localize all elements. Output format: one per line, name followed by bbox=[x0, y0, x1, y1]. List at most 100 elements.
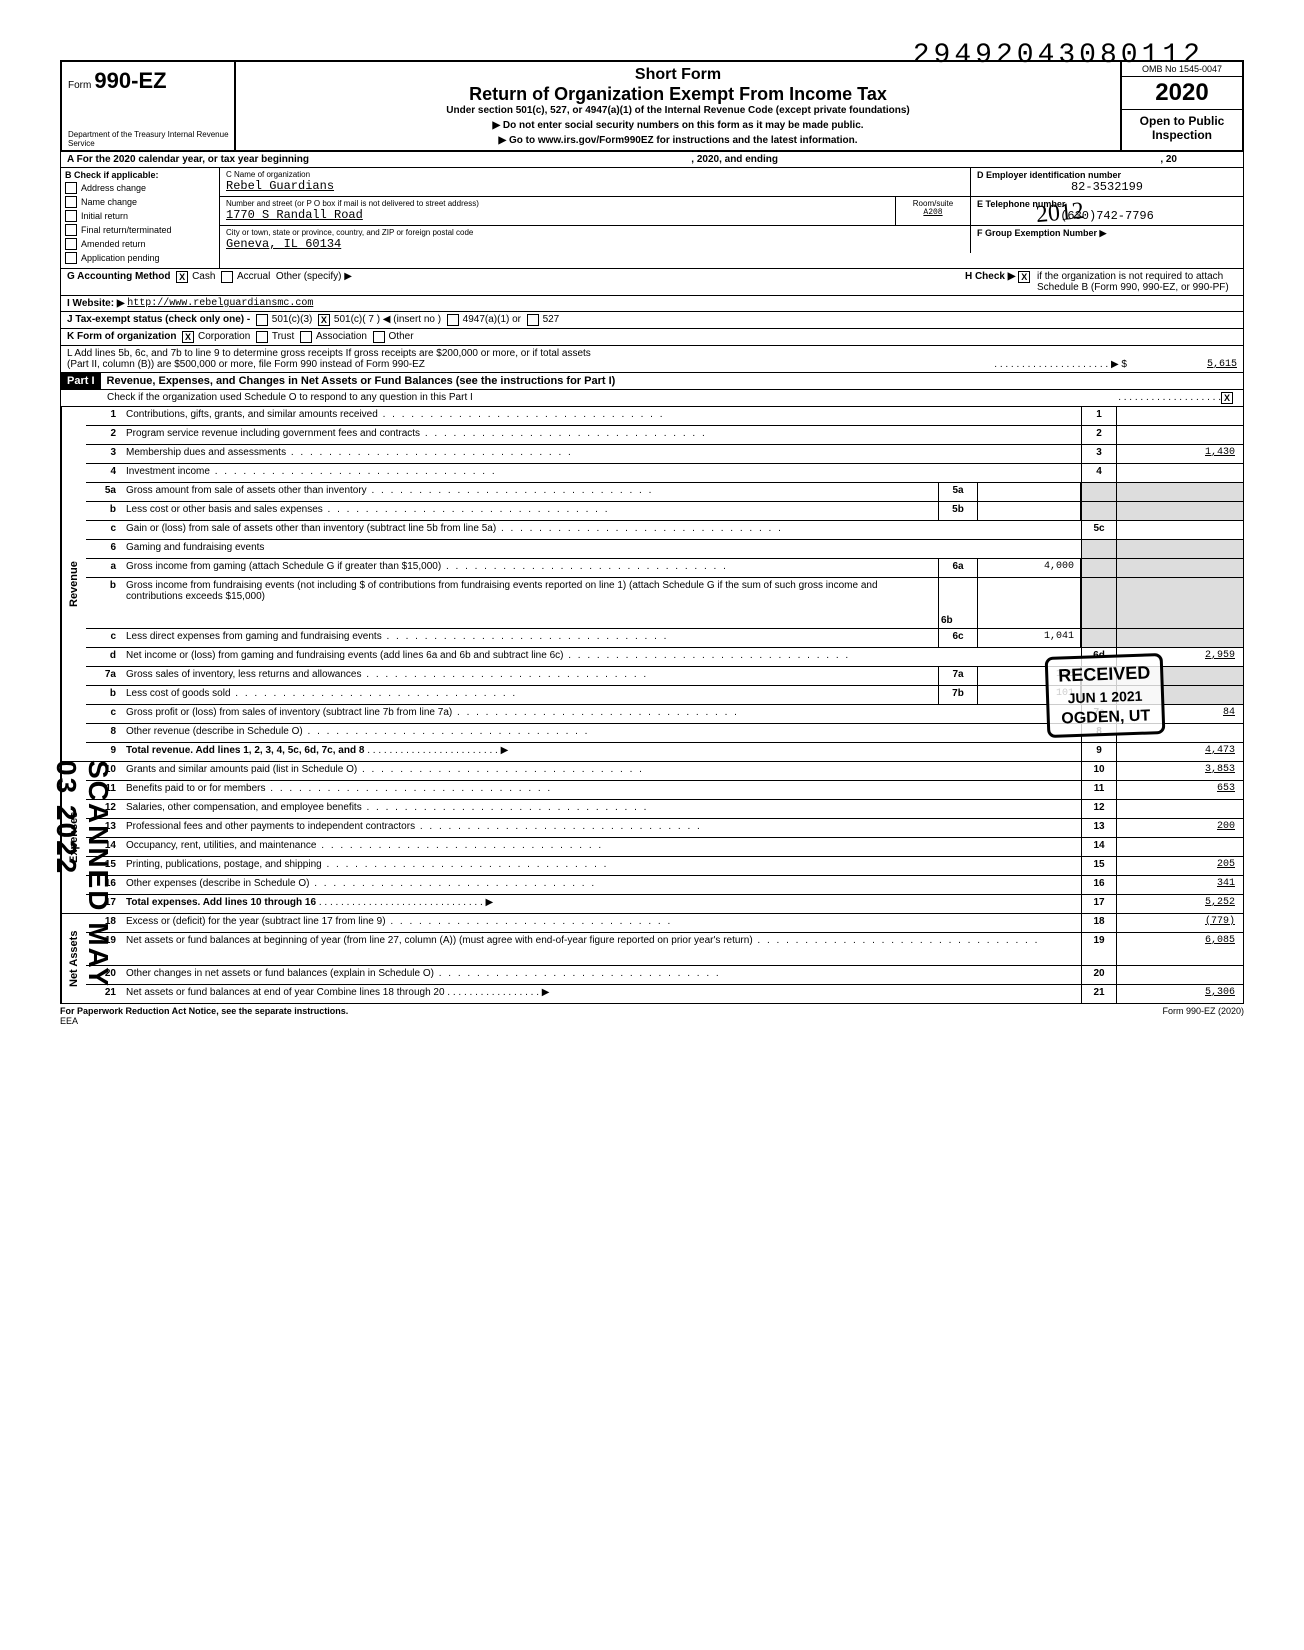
c-name-label: C Name of organization bbox=[226, 170, 964, 179]
title-return: Return of Organization Exempt From Incom… bbox=[244, 84, 1112, 105]
line-6a-mval: 4,000 bbox=[978, 559, 1081, 577]
expenses-table: Expenses 10Grants and similar amounts pa… bbox=[60, 762, 1244, 914]
chk-name[interactable] bbox=[65, 196, 77, 208]
chk-other[interactable] bbox=[373, 331, 385, 343]
b-header: B Check if applicable: bbox=[65, 170, 215, 180]
chk-accrual[interactable] bbox=[221, 271, 233, 283]
line-10-val: 3,853 bbox=[1116, 762, 1243, 780]
b-name-change: Name change bbox=[81, 197, 137, 207]
col-cde: C Name of organization Rebel Guardians D… bbox=[220, 168, 1243, 268]
line-6c-desc: Less direct expenses from gaming and fun… bbox=[122, 629, 938, 647]
line-18-desc: Excess or (deficit) for the year (subtra… bbox=[122, 914, 1081, 932]
side-revenue: Revenue bbox=[61, 407, 86, 761]
line-5c-val bbox=[1116, 521, 1243, 539]
header-center: Short Form Return of Organization Exempt… bbox=[236, 62, 1122, 150]
form-990ez-page: 29492043080112 2012 SCANNED MAY 03 2022 … bbox=[60, 60, 1244, 1028]
row-j: J Tax-exempt status (check only one) - 5… bbox=[60, 312, 1244, 329]
line-17-val: 5,252 bbox=[1116, 895, 1243, 913]
row-a-mid: , 2020, and ending bbox=[691, 154, 778, 165]
line-3-val: 1,430 bbox=[1116, 445, 1243, 463]
line-6b-mval bbox=[978, 578, 1081, 628]
c-addr-label: Number and street (or P O box if mail is… bbox=[226, 199, 889, 208]
line-12-desc: Salaries, other compensation, and employ… bbox=[122, 800, 1081, 818]
part1-badge: Part I bbox=[61, 373, 101, 389]
line-21-desc: Net assets or fund balances at end of ye… bbox=[122, 985, 1081, 1003]
chk-initial[interactable] bbox=[65, 210, 77, 222]
chk-address[interactable] bbox=[65, 182, 77, 194]
l-arrow: . . . . . . . . . . . . . . . . . . . . … bbox=[425, 359, 1127, 370]
form-header: Form 990-EZ Department of the Treasury I… bbox=[60, 60, 1244, 152]
form-number: 990-EZ bbox=[94, 68, 166, 93]
k-other: Other bbox=[389, 331, 414, 343]
c-room-label: Room/suite bbox=[898, 199, 968, 208]
line-5b-mval bbox=[978, 502, 1081, 520]
col-b: B Check if applicable: Address change Na… bbox=[61, 168, 220, 268]
line-13-val: 200 bbox=[1116, 819, 1243, 837]
header-right: OMB No 1545-0047 2020 Open to Public Ins… bbox=[1122, 62, 1242, 150]
chk-527[interactable] bbox=[527, 314, 539, 326]
instr-ssn: ▶ Do not enter social security numbers o… bbox=[244, 120, 1112, 131]
c-addr-value: 1770 S Randall Road bbox=[226, 208, 889, 222]
row-k: K Form of organization X Corporation Trus… bbox=[60, 329, 1244, 346]
c-city-value: Geneva, IL 60134 bbox=[226, 237, 964, 251]
line-15-desc: Printing, publications, postage, and shi… bbox=[122, 857, 1081, 875]
d-value: 82-3532199 bbox=[977, 180, 1237, 194]
part1-row: Part I Revenue, Expenses, and Changes in… bbox=[60, 373, 1244, 390]
b-address-change: Address change bbox=[81, 183, 146, 193]
c-name-value: Rebel Guardians bbox=[226, 179, 964, 193]
chk-501c[interactable]: X bbox=[318, 314, 330, 326]
line-19-desc: Net assets or fund balances at beginning… bbox=[122, 933, 1081, 965]
header-left: Form 990-EZ Department of the Treasury I… bbox=[62, 62, 236, 150]
line-4-desc: Investment income bbox=[122, 464, 1081, 482]
i-value: http://www.rebelguardiansmc.com bbox=[127, 298, 313, 309]
public-inspection: Open to Public Inspection bbox=[1122, 110, 1242, 146]
line-7a-desc: Gross sales of inventory, less returns a… bbox=[122, 667, 938, 685]
f-label: F Group Exemption Number ▶ bbox=[977, 228, 1237, 239]
line-21-val: 5,306 bbox=[1116, 985, 1243, 1003]
chk-4947[interactable] bbox=[447, 314, 459, 326]
dept-treasury: Department of the Treasury Internal Reve… bbox=[68, 130, 234, 148]
line-10-desc: Grants and similar amounts paid (list in… bbox=[122, 762, 1081, 780]
line-15-val: 205 bbox=[1116, 857, 1243, 875]
g-other: Other (specify) ▶ bbox=[276, 271, 352, 293]
g-cash: Cash bbox=[192, 271, 215, 293]
chk-h[interactable]: X bbox=[1018, 271, 1030, 283]
c-room-value: A208 bbox=[898, 208, 968, 217]
g-accrual: Accrual bbox=[237, 271, 270, 293]
line-16-val: 341 bbox=[1116, 876, 1243, 894]
chk-trust[interactable] bbox=[256, 331, 268, 343]
line-17-desc: Total expenses. Add lines 10 through 16 … bbox=[122, 895, 1081, 913]
b-amended: Amended return bbox=[81, 239, 146, 249]
instr-url: ▶ Go to www.irs.gov/Form990EZ for instru… bbox=[244, 135, 1112, 146]
subtitle: Under section 501(c), 527, or 4947(a)(1)… bbox=[244, 105, 1112, 116]
chk-cash[interactable]: X bbox=[176, 271, 188, 283]
b-initial: Initial return bbox=[81, 211, 128, 221]
k-corp: Corporation bbox=[198, 331, 250, 343]
chk-amended[interactable] bbox=[65, 238, 77, 250]
line-11-val: 653 bbox=[1116, 781, 1243, 799]
chk-corp[interactable]: X bbox=[182, 331, 194, 343]
line-19-val: 6,085 bbox=[1116, 933, 1243, 965]
h-text: if the organization is not required to a… bbox=[1037, 271, 1237, 293]
line-16-desc: Other expenses (describe in Schedule O) bbox=[122, 876, 1081, 894]
row-a: A For the 2020 calendar year, or tax yea… bbox=[60, 152, 1244, 168]
part1-check-text: Check if the organization used Schedule … bbox=[67, 392, 473, 404]
line-20-val bbox=[1116, 966, 1243, 984]
line-8-desc: Other revenue (describe in Schedule O) bbox=[122, 724, 1081, 742]
chk-assoc[interactable] bbox=[300, 331, 312, 343]
chk-pending[interactable] bbox=[65, 252, 77, 264]
chk-501c3[interactable] bbox=[256, 314, 268, 326]
g-label: G Accounting Method bbox=[67, 271, 171, 293]
chk-schedule-o[interactable]: X bbox=[1221, 392, 1233, 404]
k-trust: Trust bbox=[272, 331, 294, 343]
line-6d-desc: Net income or (loss) from gaming and fun… bbox=[122, 648, 1081, 666]
line-5c-desc: Gain or (loss) from sale of assets other… bbox=[122, 521, 1081, 539]
row-a-end: , 20 bbox=[1160, 154, 1177, 165]
revenue-table: Revenue 1Contributions, gifts, grants, a… bbox=[60, 407, 1244, 762]
line-20-desc: Other changes in net assets or fund bala… bbox=[122, 966, 1081, 984]
chk-final[interactable] bbox=[65, 224, 77, 236]
line-7c-desc: Gross profit or (loss) from sales of inv… bbox=[122, 705, 1081, 723]
line-18-val: (779) bbox=[1116, 914, 1243, 932]
k-label: K Form of organization bbox=[67, 331, 176, 343]
line-12-val bbox=[1116, 800, 1243, 818]
